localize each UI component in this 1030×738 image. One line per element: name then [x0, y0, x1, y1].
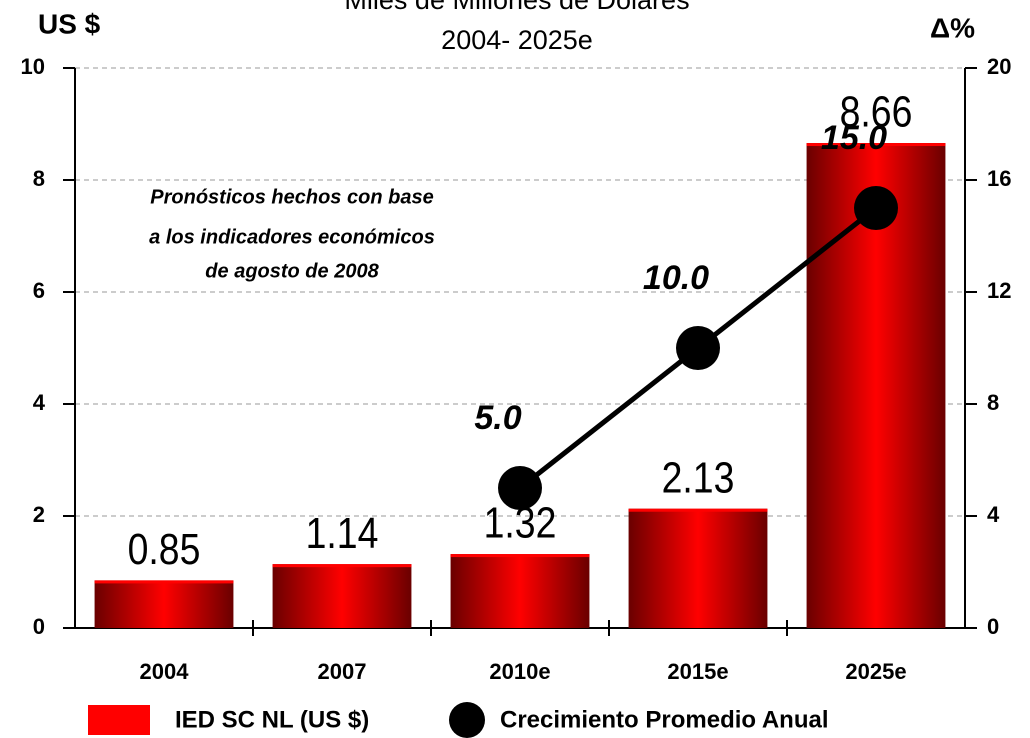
y-tick-label: 0	[33, 614, 45, 639]
line-point	[676, 326, 720, 370]
y-tick-label: 4	[33, 390, 46, 415]
annotation-line: de agosto de 2008	[205, 260, 379, 282]
bar	[272, 564, 412, 628]
chart-title: Miles de Millones de Dólares	[344, 0, 689, 15]
y-axis-label: US $	[38, 8, 101, 39]
line-value-label: 15.0	[821, 119, 887, 157]
bar-top	[450, 554, 590, 558]
x-tick-label: 2010e	[489, 659, 550, 684]
y-tick-label: 6	[33, 278, 45, 303]
bar-value-label: 2.13	[662, 452, 735, 502]
bar-top	[272, 564, 412, 568]
y2-tick-label: 20	[987, 54, 1011, 79]
chart-subtitle: 2004- 2025e	[441, 25, 593, 55]
y-tick-label: 8	[33, 166, 45, 191]
line-value-label: 5.0	[474, 399, 521, 437]
bar	[450, 554, 590, 628]
bar-top	[806, 143, 946, 147]
x-tick-label: 2004	[140, 659, 190, 684]
y2-tick-label: 16	[987, 166, 1011, 191]
annotation: Pronósticos hechos con base a los indica…	[149, 186, 435, 282]
bar-value-label: 1.14	[306, 508, 379, 558]
annotation-line: a los indicadores económicos	[149, 226, 435, 248]
y2-tick-label: 8	[987, 390, 999, 415]
y-tick-label: 2	[33, 502, 45, 527]
legend-swatch	[88, 705, 150, 735]
x-tick-label: 2025e	[845, 659, 906, 684]
bar-top	[628, 508, 768, 512]
annotation-line: Pronósticos hechos con base	[150, 186, 433, 208]
legend-swatch	[449, 702, 485, 738]
y2-axis-label: Δ%	[930, 12, 975, 43]
bar	[94, 580, 234, 628]
bar	[628, 508, 768, 628]
bar-top	[94, 580, 234, 584]
line-point	[854, 186, 898, 230]
bar-value-label: 8.66	[840, 87, 913, 137]
line-point	[498, 466, 542, 510]
legend-label: IED SC NL (US $)	[175, 706, 369, 733]
legend-label: Crecimiento Promedio Anual	[500, 706, 829, 733]
x-tick-label: 2007	[318, 659, 367, 684]
y2-tick-label: 0	[987, 614, 999, 639]
bar-value-label: 0.85	[128, 524, 201, 574]
y2-tick-label: 4	[987, 502, 1000, 527]
x-tick-label: 2015e	[667, 659, 728, 684]
line-value-label: 10.0	[643, 259, 709, 297]
y-tick-label: 10	[21, 54, 45, 79]
y2-tick-label: 12	[987, 278, 1011, 303]
